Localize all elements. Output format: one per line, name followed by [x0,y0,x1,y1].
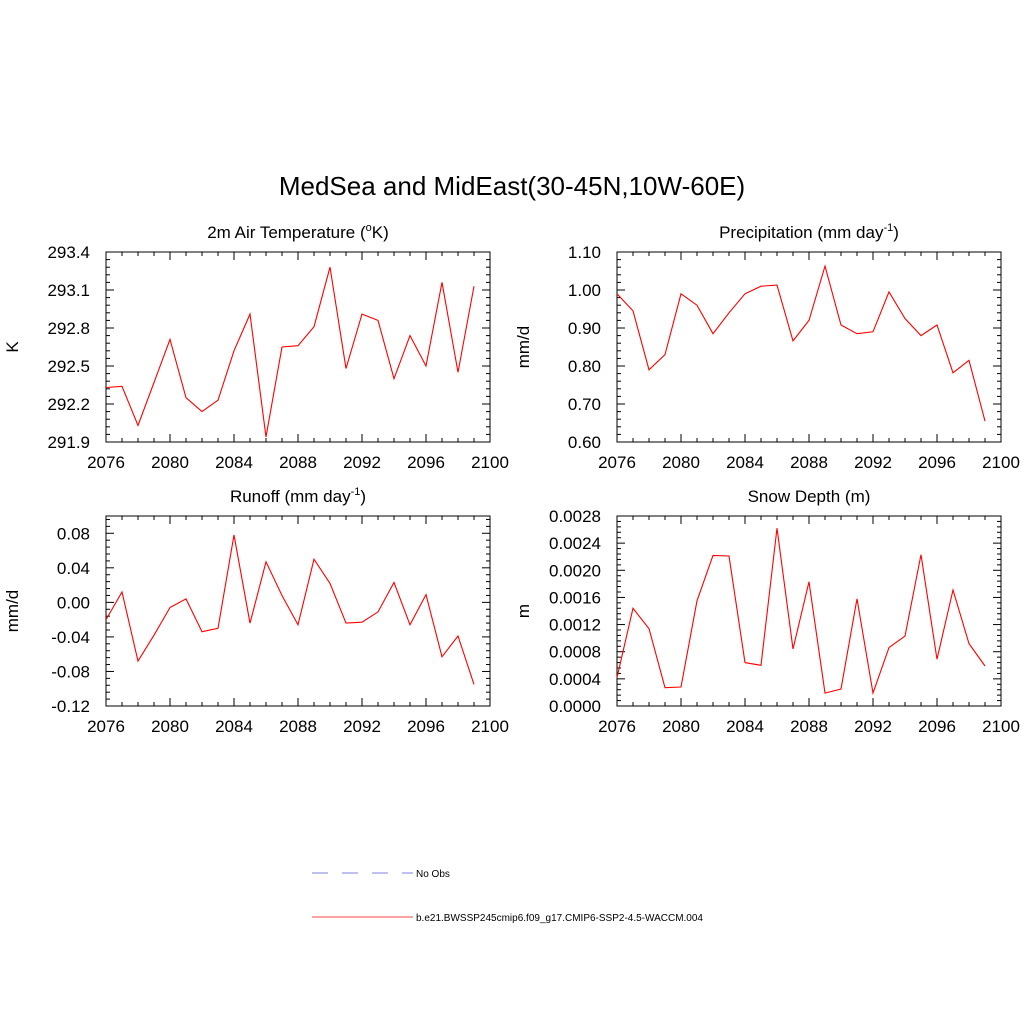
y-tick-label: 1.00 [568,281,601,300]
y-tick-label: 1.10 [568,243,601,262]
plot-frame [105,251,491,443]
y-tick-label: 0.0004 [549,670,601,689]
y-tick-label: 0.04 [57,559,90,578]
y-tick-label: 0.80 [568,357,601,376]
x-tick-label: 2080 [151,717,189,736]
panel-2: Precipitation (mm day-1) mm/d 2076 2080 2084… [514,222,1020,472]
x-tick-label: 2096 [918,717,956,736]
plot-frame [105,515,491,707]
panel-1: 2m Air Temperature (oK) K 2076 2080 2084 2088… [3,222,509,472]
plot-frame [616,251,1002,443]
x-tick-label: 2088 [790,453,828,472]
x-tick-label: 2096 [918,453,956,472]
y-tick-label: 292.2 [47,395,90,414]
y-tick-label: 0.60 [568,433,601,452]
y-axis-label: mm/d [3,590,22,633]
panel-title-superscript: o [366,222,372,234]
x-tick-label: 2076 [87,717,125,736]
x-tick-label: 2100 [982,717,1020,736]
y-tick-label: 291.9 [47,433,90,452]
legend-label: b.e21.BWSSP245cmip6.f09_g17.CMIP6-SSP2-4… [416,913,703,924]
x-tick-label: 2084 [215,453,253,472]
panel-title: Precipitation (mm day-1) [719,222,899,242]
panel-title-superscript: -1 [351,486,361,498]
panel-title-superscript: -1 [883,222,893,234]
x-tick-label: 2092 [343,453,381,472]
y-tick-label: 0.70 [568,395,601,414]
y-tick-label: 0.0000 [549,697,601,716]
legend: No Obs b.e21.BWSSP245cmip6.f09_g17.CMIP6-… [312,869,703,924]
series-line [105,267,475,437]
panel-4: Snow Depth (m) m 2076 2080 2084 2088 2092 2096 2… [514,487,1020,736]
x-tick-label: 2084 [726,453,764,472]
series-line [616,528,986,696]
x-tick-label: 2084 [726,717,764,736]
y-tick-label: 0.0008 [549,643,601,662]
x-tick-label: 2088 [790,717,828,736]
x-tick-label: 2096 [407,453,445,472]
y-axis-label: K [3,341,22,353]
panel-title-main: 2m Air Temperature ( [207,223,366,242]
panel-title-main: Runoff (mm day [230,487,351,506]
y-tick-label: 293.4 [47,243,90,262]
x-tick-label: 2076 [598,717,636,736]
y-tick-label: 0.0028 [549,507,601,526]
y-tick-label: 0.90 [568,319,601,338]
figure-title: MedSea and MidEast(30-45N,10W-60E) [279,171,745,201]
y-tick-label: 0.0016 [549,588,601,607]
legend-label: No Obs [416,869,450,880]
y-tick-label: -0.08 [51,662,90,681]
y-tick-label: 0.0020 [549,561,601,580]
x-tick-label: 2088 [279,717,317,736]
x-tick-label: 2100 [471,717,509,736]
y-tick-label: 292.8 [47,319,90,338]
y-tick-label: -0.12 [51,697,90,716]
x-tick-label: 2092 [854,717,892,736]
panel-title-main: Precipitation (mm day [719,223,884,242]
panel-title: 2m Air Temperature (oK) [207,222,389,242]
x-tick-label: 2088 [279,453,317,472]
y-tick-label: 292.5 [47,357,90,376]
x-tick-label: 2076 [598,453,636,472]
y-tick-label: 0.00 [57,593,90,612]
panels: 2m Air Temperature (oK) K 2076 2080 2084 2088… [3,222,1020,736]
x-tick-label: 2100 [982,453,1020,472]
y-tick-label: 0.08 [57,524,90,543]
x-tick-label: 2100 [471,453,509,472]
series-line [616,264,986,422]
y-tick-label: 0.0024 [549,534,601,553]
panel-3: Runoff (mm day-1) mm/d 2076 2080 2084 2088 209… [3,486,509,736]
x-tick-label: 2080 [662,453,700,472]
y-tick-label: 293.1 [47,281,90,300]
x-tick-label: 2080 [151,453,189,472]
y-tick-label: 0.0012 [549,616,601,635]
x-tick-label: 2092 [343,717,381,736]
y-axis-label: mm/d [514,326,533,369]
y-axis-label: m [514,604,533,618]
panel-title-tail: K) [372,223,389,242]
panel-title-tail: ) [360,487,366,506]
panel-title: Snow Depth (m) [748,487,871,506]
x-tick-label: 2084 [215,717,253,736]
plot-frame [616,515,1002,707]
panel-title-tail: ) [893,223,899,242]
series-line [105,534,475,685]
x-tick-label: 2096 [407,717,445,736]
x-tick-label: 2080 [662,717,700,736]
x-tick-label: 2092 [854,453,892,472]
y-tick-label: -0.04 [51,628,90,647]
panel-title-main: Snow Depth (m) [748,487,871,506]
panel-title: Runoff (mm day-1) [230,486,366,506]
x-tick-label: 2076 [87,453,125,472]
